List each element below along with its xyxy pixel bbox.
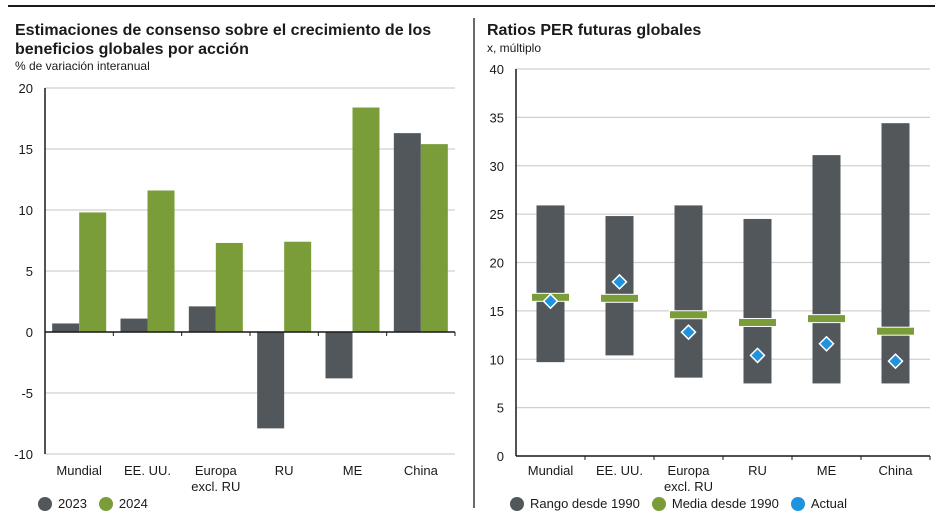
actual-marker-3	[749, 347, 766, 364]
left-chart-y-tick-label: 20	[19, 81, 33, 96]
right-chart-y-tick-label: 15	[490, 304, 504, 319]
bar-2023-5	[393, 133, 421, 332]
legend-swatch-mean	[651, 496, 666, 511]
left-chart-subtitle: % de variación interanual	[15, 59, 150, 73]
right-chart-y-tick-label: 35	[490, 110, 504, 125]
bar-2023-3	[257, 332, 285, 429]
right-chart-x-tick-label: Europa	[668, 463, 711, 478]
left-chart-x-tick-label: ME	[343, 463, 363, 478]
right-chart-x-tick-label: Mundial	[528, 463, 574, 478]
right-chart-y-tick-label: 20	[490, 256, 504, 271]
range-bar-5	[881, 123, 910, 384]
bar-2024-1	[147, 190, 175, 332]
mean-marker-4	[807, 314, 846, 324]
left-chart-y-tick-label: 0	[26, 325, 33, 340]
right-chart-y-tick-label: 25	[490, 207, 504, 222]
left-chart-y-tick-label: -5	[21, 386, 33, 401]
actual-marker-4	[818, 335, 835, 352]
bar-2024-2	[215, 242, 243, 332]
left-chart-y-tick-label: 5	[26, 264, 33, 279]
actual-marker-5	[887, 353, 904, 370]
right-chart-x-tick-label: ME	[817, 463, 837, 478]
legend-item-2023: 2023	[38, 496, 87, 511]
right-chart-y-tick-label: 10	[490, 352, 504, 367]
bar-2023-1	[120, 318, 148, 332]
left-chart-x-tick-label: excl. RU	[191, 479, 240, 494]
right-chart-legend: Rango desde 1990 Media desde 1990 Actual	[510, 496, 859, 511]
panel-divider	[473, 18, 475, 508]
range-bar-0	[536, 205, 565, 363]
left-chart-y-tick-label: -10	[14, 447, 33, 462]
mean-marker-5	[876, 326, 915, 336]
left-chart-y-tick-label: 10	[19, 203, 33, 218]
left-chart-title-line2: beneficios globales por acción	[15, 41, 249, 58]
actual-marker-1	[611, 273, 628, 290]
right-chart-y-tick-label: 5	[497, 401, 504, 416]
legend-swatch-2024	[98, 496, 113, 511]
legend-label-mean: Media desde 1990	[671, 496, 779, 511]
bar-2023-4	[325, 332, 353, 379]
bar-2023-2	[188, 306, 216, 332]
left-chart-title: Estimaciones de consenso sobre el crecim…	[15, 21, 431, 59]
range-bar-2	[674, 205, 703, 378]
left-chart-title-line1: Estimaciones de consenso sobre el crecim…	[15, 22, 432, 39]
bar-2024-4	[352, 107, 380, 333]
legend-label-2023: 2023	[58, 496, 87, 511]
right-chart-x-tick-label: excl. RU	[664, 479, 713, 494]
left-chart-y-tick-label: 15	[19, 142, 33, 157]
legend-label-range: Rango desde 1990	[530, 496, 640, 511]
right-chart-x-tick-label: RU	[748, 463, 767, 478]
right-chart-y-tick-label: 30	[490, 159, 504, 174]
left-chart-x-tick-label: China	[404, 463, 439, 478]
right-chart-x-tick-label: EE. UU.	[596, 463, 643, 478]
mean-marker-2	[669, 310, 708, 320]
bar-2024-0	[79, 212, 107, 332]
bar-2023-0	[52, 323, 80, 332]
left-chart-x-tick-label: Europa	[195, 463, 238, 478]
actual-marker-0	[542, 293, 559, 310]
legend-item-mean: Media desde 1990	[651, 496, 779, 511]
legend-item-range: Rango desde 1990	[510, 496, 640, 511]
left-chart-x-tick-label: RU	[275, 463, 294, 478]
right-chart-x-tick-label: China	[879, 463, 914, 478]
actual-marker-2	[680, 324, 697, 341]
legend-swatch-2023	[38, 496, 52, 511]
bar-2024-3	[284, 241, 312, 332]
right-chart-y-tick-label: 0	[497, 449, 504, 464]
legend-label-actual: Actual	[810, 496, 847, 511]
legend-item-actual: Actual	[790, 496, 847, 511]
left-chart-x-tick-label: EE. UU.	[124, 463, 171, 478]
left-chart-x-tick-label: Mundial	[56, 463, 102, 478]
legend-item-2024: 2024	[98, 496, 148, 511]
right-chart-y-tick-label: 40	[490, 62, 504, 77]
mean-marker-1	[600, 293, 639, 303]
right-chart-subtitle: x, múltiplo	[487, 41, 542, 55]
right-chart-forward-pe: 0 5 10 15 20 25 30 35 40 Mundial EE. UU. Europaexcl…	[490, 62, 931, 494]
mean-marker-3	[738, 317, 777, 327]
left-chart-legend: 2023 2024	[38, 496, 160, 511]
top-rule	[8, 5, 935, 7]
legend-swatch-range	[510, 496, 524, 511]
bar-2024-5	[420, 144, 448, 332]
legend-swatch-actual	[790, 496, 805, 511]
right-chart-title: Ratios PER futuras globales	[487, 22, 702, 39]
legend-label-2024: 2024	[118, 496, 148, 511]
